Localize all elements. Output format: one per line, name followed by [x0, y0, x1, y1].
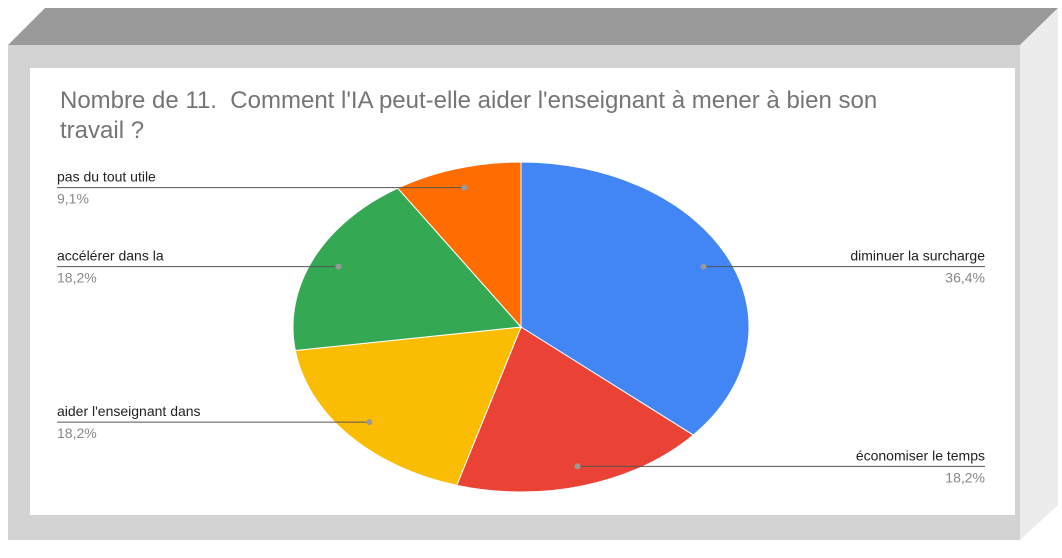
leader-dot [700, 263, 707, 270]
pie-slice [294, 326, 522, 486]
pie-slice [292, 187, 523, 352]
pie-slice [520, 161, 750, 436]
frame-top-bevel [8, 8, 1058, 45]
slice-label: pas du tout utile [57, 169, 156, 185]
slice-value-label: 18,2% [945, 469, 985, 485]
leader-dot [574, 463, 581, 470]
pie-slice [396, 161, 522, 329]
slice-value-label: 36,4% [945, 270, 985, 286]
slice-value-label: 18,2% [57, 425, 97, 441]
leader-dot [366, 419, 373, 426]
slice-label: diminuer la surcharge [850, 248, 985, 264]
slice-value-label: 18,2% [57, 270, 97, 286]
slice-label: aider l'enseignant dans [57, 403, 201, 419]
slice-value-label: 9,1% [57, 191, 89, 207]
slice-label: économiser le temps [856, 447, 985, 463]
slice-label: accélérer dans la [57, 248, 164, 264]
leader-dot [461, 184, 468, 191]
frame-side-bevel [1020, 8, 1058, 540]
chart-title: Nombre de 11. Comment l'IA peut-elle aid… [60, 87, 884, 144]
pie-slice [456, 326, 695, 493]
leader-dot [335, 263, 342, 270]
